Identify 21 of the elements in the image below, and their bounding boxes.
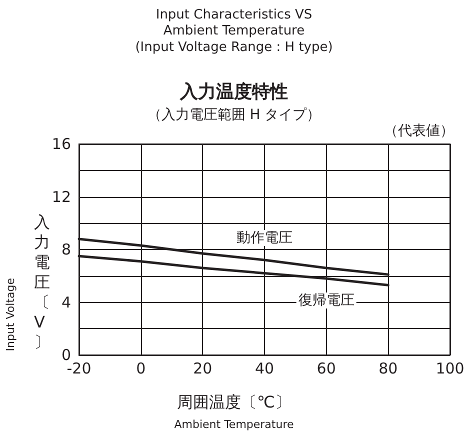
text: 入力温度特性	[179, 82, 288, 102]
x-tick-label: 0	[136, 360, 146, 378]
x-tick-label: 20	[193, 360, 212, 378]
y-tick-label: 8	[61, 240, 71, 258]
x-tick-label: 40	[254, 360, 274, 378]
x-tick-label: 60	[316, 360, 336, 378]
y-tick-label: 4	[61, 293, 71, 312]
series-label: 復帰電圧	[298, 292, 354, 309]
y-tick-label: 16	[52, 135, 71, 153]
chart-subtitle: (Input Voltage Range : H type)	[135, 40, 333, 55]
series-label: 動作電圧	[236, 230, 292, 246]
x-tick-label: 100	[436, 360, 464, 378]
text: （入力電圧範囲 H タイプ）	[147, 107, 321, 123]
text: （代表値）	[384, 123, 454, 139]
text: Input Voltage	[4, 278, 17, 352]
y-axis-title: 入力電圧〔V〕	[34, 212, 50, 352]
x-axis-title: 周囲温度〔℃〕	[177, 392, 291, 412]
text: Ambient Temperature	[174, 418, 294, 431]
x-tick-label: 80	[378, 360, 398, 378]
chart-title: Input Characteristics VS Ambient Temperature	[156, 8, 312, 38]
y-tick-label: 12	[52, 188, 71, 206]
